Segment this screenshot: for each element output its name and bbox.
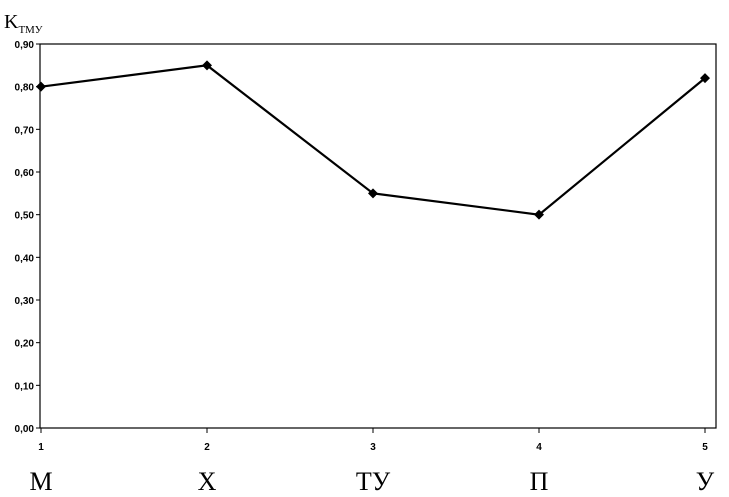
x-tick-label: 1 [38, 442, 44, 453]
y-tick-label: 0,50 [15, 211, 35, 222]
y-axis-ticks: 0,00 0,10 0,20 0,30 0,40 0,50 0,60 0,70 0,80 0,90 [15, 40, 40, 435]
data-point [202, 60, 212, 71]
y-tick-label: 0,30 [15, 296, 35, 307]
x-tick-label: 5 [702, 442, 708, 453]
series-points [36, 60, 710, 220]
y-axis-title-main: K [4, 11, 19, 33]
category-label: М [29, 467, 52, 496]
plot-area [39, 43, 717, 429]
y-tick-label: 0,40 [15, 253, 35, 264]
y-tick-label: 0,60 [15, 168, 35, 179]
y-tick-label: 0,20 [15, 339, 35, 350]
y-tick-label: 0,00 [15, 424, 35, 435]
data-point [36, 81, 46, 92]
data-point [368, 188, 378, 199]
category-labels: М Х ТУ П У [29, 467, 714, 496]
y-tick-label: 0,90 [15, 40, 35, 51]
category-label: Х [198, 467, 217, 496]
x-tick-label: 2 [204, 442, 210, 453]
y-axis-title: KТМУ [4, 11, 43, 36]
data-point [700, 73, 710, 84]
x-axis-ticks: 1 2 3 4 5 [38, 428, 708, 453]
y-tick-label: 0,80 [15, 83, 35, 94]
y-tick-label: 0,10 [15, 381, 35, 392]
category-label: П [530, 467, 549, 496]
category-label: У [696, 467, 715, 496]
y-axis-title-sub: ТМУ [18, 24, 42, 36]
x-tick-label: 4 [536, 442, 542, 453]
y-tick-label: 0,70 [15, 125, 35, 136]
x-tick-label: 3 [370, 442, 376, 453]
category-label: ТУ [356, 467, 391, 496]
data-point [534, 209, 544, 220]
